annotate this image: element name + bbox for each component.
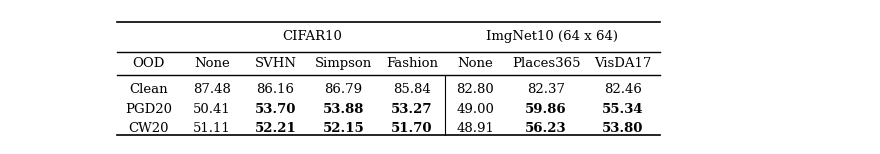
Text: 56.23: 56.23 — [525, 122, 567, 135]
Text: OOD: OOD — [132, 57, 165, 70]
Text: CW20: CW20 — [128, 122, 169, 135]
Text: Clean: Clean — [129, 83, 168, 96]
Text: 52.15: 52.15 — [323, 122, 364, 135]
Text: 53.70: 53.70 — [254, 103, 296, 116]
Text: 52.21: 52.21 — [254, 122, 297, 135]
Text: Fashion: Fashion — [385, 57, 437, 70]
Text: 59.86: 59.86 — [525, 103, 567, 116]
Text: 49.00: 49.00 — [456, 103, 495, 116]
Text: None: None — [194, 57, 230, 70]
Text: 87.48: 87.48 — [193, 83, 231, 96]
Text: 86.16: 86.16 — [256, 83, 295, 96]
Text: 53.27: 53.27 — [391, 103, 433, 116]
Text: 51.11: 51.11 — [193, 122, 231, 135]
Text: 50.41: 50.41 — [193, 103, 231, 116]
Text: 53.88: 53.88 — [323, 103, 364, 116]
Text: SVHN: SVHN — [254, 57, 297, 70]
Text: 51.70: 51.70 — [391, 122, 433, 135]
Text: Places365: Places365 — [512, 57, 581, 70]
Text: 53.80: 53.80 — [602, 122, 643, 135]
Text: ImgNet10 (64 x 64): ImgNet10 (64 x 64) — [486, 30, 618, 43]
Text: 86.79: 86.79 — [325, 83, 363, 96]
Text: 82.46: 82.46 — [604, 83, 642, 96]
Text: None: None — [458, 57, 493, 70]
Text: PGD20: PGD20 — [125, 103, 172, 116]
Text: 82.80: 82.80 — [457, 83, 494, 96]
Text: 82.37: 82.37 — [527, 83, 565, 96]
Text: 55.34: 55.34 — [602, 103, 643, 116]
Text: 48.91: 48.91 — [456, 122, 495, 135]
Text: VisDA17: VisDA17 — [594, 57, 651, 70]
Text: CIFAR10: CIFAR10 — [282, 30, 341, 43]
Text: 85.84: 85.84 — [392, 83, 430, 96]
Text: Simpson: Simpson — [315, 57, 372, 70]
